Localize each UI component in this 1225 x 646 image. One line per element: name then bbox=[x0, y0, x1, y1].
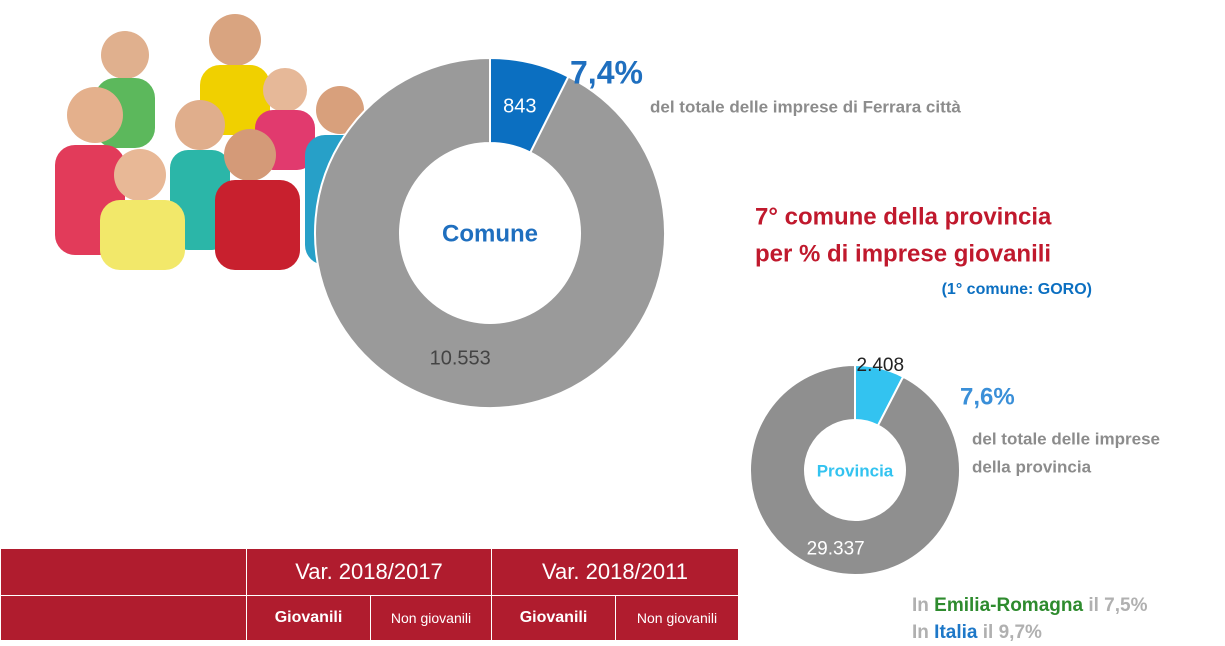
comparison: In Italia il 9,7% bbox=[912, 619, 1147, 646]
text: il 9,7% bbox=[977, 622, 1041, 643]
center-label: Comune bbox=[442, 220, 538, 247]
annotation-note: del totale delle imprese di Ferrara citt… bbox=[650, 97, 961, 116]
comparisons: In Emilia-Romagna il 7,5% In Italia il 9… bbox=[912, 592, 1147, 646]
subheader-cell: Non giovanili bbox=[371, 596, 492, 641]
subheader-cell: Giovanili bbox=[492, 596, 616, 641]
table-subheader: Giovanili Non giovanili Giovanili Non gi… bbox=[1, 596, 739, 641]
annotation-note: del totale delle imprese bbox=[972, 429, 1160, 448]
value-label: 29.337 bbox=[807, 539, 865, 560]
header-cell: Var. 2018/2011 bbox=[492, 549, 739, 596]
subheader-cell: Giovanili bbox=[247, 596, 371, 641]
text: il 7,5% bbox=[1083, 595, 1147, 616]
ranking-detail: (1° comune: GORO) bbox=[942, 281, 1092, 298]
ranking-line: per % di imprese giovanili bbox=[755, 240, 1051, 267]
region: Emilia-Romagna bbox=[934, 595, 1083, 616]
empty-cell bbox=[1, 596, 247, 641]
subheader-cell: Non giovanili bbox=[616, 596, 739, 641]
text: In bbox=[912, 622, 934, 643]
page: {"chart_data": [ {"type": "donut", "cent… bbox=[0, 0, 1225, 646]
empty-cell bbox=[1, 549, 247, 596]
text: In bbox=[912, 595, 934, 616]
percent-annotation: 7,4% bbox=[570, 54, 643, 90]
annotation-note: della provincia bbox=[972, 457, 1092, 476]
percent-annotation: 7,6% bbox=[960, 383, 1015, 410]
ranking-line: 7° comune della provincia bbox=[755, 203, 1052, 230]
value-label: 843 bbox=[503, 95, 536, 117]
header-cell: Var. 2018/2017 bbox=[247, 549, 492, 596]
comparison: In Emilia-Romagna il 7,5% bbox=[912, 592, 1147, 619]
value-label: 2.408 bbox=[857, 355, 905, 376]
center-label: Provincia bbox=[817, 461, 894, 480]
value-label: 10.553 bbox=[430, 347, 491, 369]
variation-table: Var. 2018/2017 Var. 2018/2011 Giovanili … bbox=[0, 548, 739, 641]
table-header: Var. 2018/2017 Var. 2018/2011 bbox=[1, 549, 739, 596]
region: Italia bbox=[934, 622, 977, 643]
